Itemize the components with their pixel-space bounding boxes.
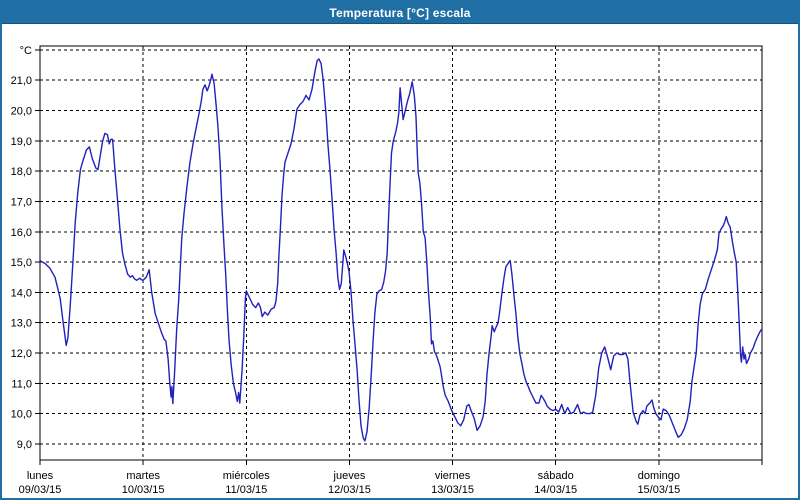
y-axis-unit-label: °C (20, 45, 32, 57)
y-axis-label: 14,0 (11, 287, 32, 299)
x-axis-day-name: sábado (538, 470, 574, 482)
temperature-line (39, 58, 763, 442)
y-axis-label: 19,0 (11, 136, 32, 148)
y-axis-label: 11,0 (11, 378, 32, 390)
x-axis-day-date: 10/03/15 (122, 484, 165, 496)
x-axis-day-name: domingo (638, 470, 680, 482)
x-axis-day-date: 12/03/15 (328, 484, 371, 496)
y-axis-label: 17,0 (11, 196, 32, 208)
y-axis-label: 9,0 (17, 439, 32, 451)
y-axis-label: 15,0 (11, 257, 32, 269)
x-axis-day-date: 09/03/15 (19, 484, 62, 496)
y-axis-label: 18,0 (11, 166, 32, 178)
y-axis-label: 16,0 (11, 227, 32, 239)
y-axis-label: 21,0 (11, 75, 32, 87)
plot-border (39, 45, 763, 461)
window-titlebar[interactable]: Temperatura [°C] escala (2, 2, 798, 24)
y-axis-label: 10,0 (11, 409, 32, 421)
x-axis-day-name: miércoles (223, 470, 271, 482)
chart-title: Temperatura [°C] escala (329, 5, 471, 20)
x-axis-day-name: jueves (333, 470, 366, 482)
y-axis-label: 12,0 (11, 348, 32, 360)
x-axis-day-name: viernes (435, 470, 471, 482)
x-axis-day-date: 14/03/15 (534, 484, 577, 496)
y-axis-label: 20,0 (11, 106, 32, 118)
x-axis-day-name: martes (126, 470, 160, 482)
x-axis-day-date: 15/03/15 (637, 484, 680, 496)
plot-background (40, 46, 762, 460)
y-axis-label: 13,0 (11, 318, 32, 330)
x-axis-day-date: 13/03/15 (431, 484, 474, 496)
x-axis-day-name: lunes (27, 470, 54, 482)
x-axis-day-date: 11/03/15 (225, 484, 267, 496)
